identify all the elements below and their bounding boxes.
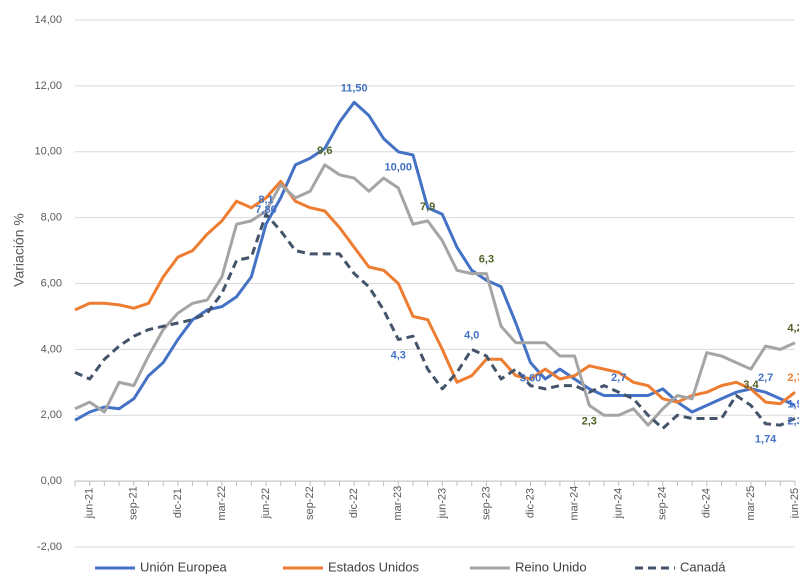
data-label: 4,3 [391, 349, 406, 361]
y-tick-label: 10,00 [34, 146, 62, 158]
x-tick-label: jun-25 [789, 488, 799, 520]
legend-label: Canadá [680, 559, 726, 574]
x-tick-label: mar-25 [745, 486, 757, 521]
y-axis-label: Variación % [11, 213, 27, 287]
legend-label: Estados Unidos [328, 559, 420, 574]
data-label: 8,1 [258, 194, 273, 206]
y-tick-label: 14,00 [34, 14, 62, 26]
x-tick-label: mar-24 [568, 486, 580, 521]
y-tick-label: 8,00 [41, 212, 62, 224]
x-tick-label: sep-23 [480, 486, 492, 520]
y-tick-label: 0,00 [41, 475, 62, 487]
series-line [74, 100, 796, 422]
x-tick-label: jun-21 [84, 488, 96, 520]
x-tick-label: jun-24 [613, 488, 625, 520]
x-tick-label: jun-23 [436, 488, 448, 520]
data-label: 1,9 [787, 398, 799, 410]
legend-label: Unión Europea [140, 559, 227, 574]
data-label: 6,3 [479, 254, 494, 266]
y-tick-label: 12,00 [34, 80, 62, 92]
data-label: 9,6 [317, 145, 332, 157]
data-label: 2,3 [787, 415, 799, 427]
x-tick-label: dic-23 [524, 488, 536, 518]
y-tick-label: -2,00 [37, 541, 62, 553]
data-label: 3,4 [743, 379, 759, 391]
y-tick-label: 4,00 [41, 343, 62, 355]
series-line [74, 179, 796, 406]
x-tick-label: dic-21 [172, 488, 184, 518]
legend-label: Reino Unido [515, 559, 587, 574]
series-line [74, 163, 796, 427]
x-tick-label: sep-24 [657, 486, 669, 520]
x-tick-label: jun-22 [260, 488, 272, 520]
data-label: 7,80 [255, 204, 276, 216]
data-label: 7,9 [420, 201, 435, 213]
data-label: 3,60 [520, 372, 541, 384]
x-tick-label: sep-22 [304, 486, 316, 520]
x-tick-label: sep-21 [128, 486, 140, 520]
data-label: 1,74 [755, 434, 777, 446]
y-tick-label: 6,00 [41, 277, 62, 289]
x-tick-label: dic-22 [348, 488, 360, 518]
x-tick-label: mar-23 [392, 486, 404, 521]
data-label: 2,3 [582, 415, 597, 427]
x-tick-label: mar-22 [216, 486, 228, 521]
x-tick-label: dic-24 [701, 488, 713, 518]
data-label: 2,7 [611, 372, 626, 384]
y-tick-label: 2,00 [41, 409, 62, 421]
data-label: 4,0 [464, 329, 479, 341]
data-label: 2,7 [787, 372, 799, 384]
data-label: 2,7 [758, 372, 773, 384]
series-line [74, 212, 796, 430]
data-label: 11,50 [341, 82, 368, 94]
data-label: 10,00 [384, 162, 412, 174]
data-label: 4,2 [787, 323, 799, 335]
